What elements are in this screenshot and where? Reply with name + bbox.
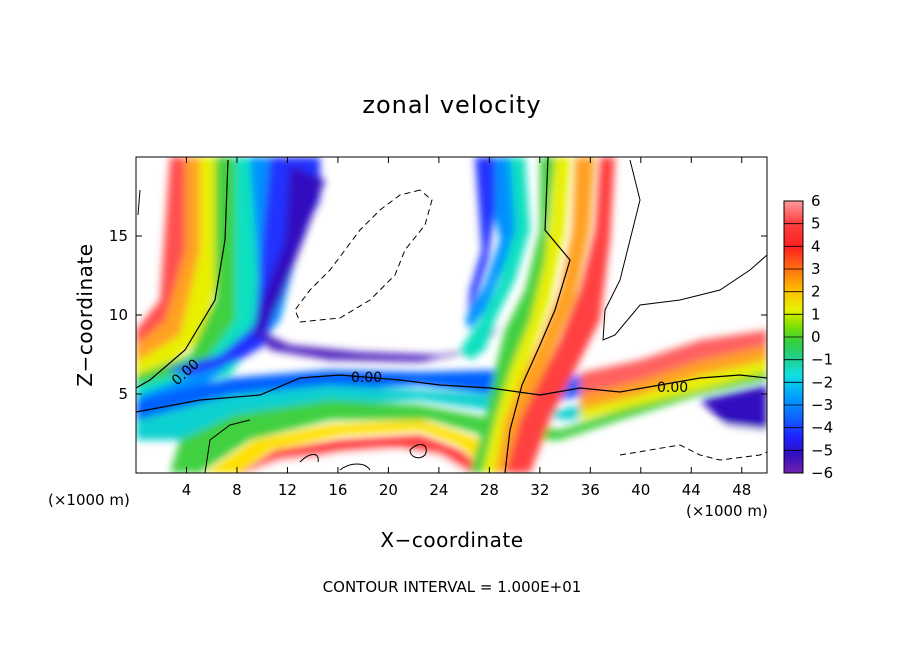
contour-interval-note: CONTOUR INTERVAL = 1.000E+01 [323, 578, 582, 596]
x-axis: 4 8 12 16 20 24 28 32 36 40 44 48 [182, 157, 751, 499]
x-tick-label: 32 [530, 481, 549, 499]
colorbar-label: 1 [811, 305, 821, 323]
colorbar-label: −2 [811, 373, 833, 391]
contour-label: 0.00 [657, 380, 688, 396]
colorbar-label: 4 [811, 237, 821, 255]
x-tick-label: 36 [581, 481, 600, 499]
x-tick-label: 12 [278, 481, 297, 499]
colorbar-label: 3 [811, 260, 821, 278]
colorbar-label: −6 [811, 464, 833, 482]
y-tick-label: 10 [109, 306, 128, 324]
y-tick-label: 15 [109, 227, 128, 245]
x-tick-label: 20 [379, 481, 398, 499]
x-tick-label: 4 [182, 481, 192, 499]
chart-title: zonal velocity [362, 91, 541, 119]
colorbar-label: −4 [811, 419, 833, 437]
x-tick-label: 44 [682, 481, 701, 499]
colorbar-label: 0 [811, 328, 821, 346]
colorbar-label: 2 [811, 283, 821, 301]
colorbar-label: 6 [811, 192, 821, 210]
colorbar-label: −5 [811, 441, 833, 459]
x-tick-label: 24 [429, 481, 448, 499]
colorbar: 6 5 4 3 2 1 0 −1 −2 −3 −4 −5 −6 [783, 192, 833, 482]
x-tick-label: 16 [328, 481, 347, 499]
y-axis-label: Z−coordinate [73, 243, 97, 386]
colorbar-label: −1 [811, 351, 833, 369]
x-units-left: (×1000 m) [48, 491, 130, 509]
x-tick-label: 48 [732, 481, 751, 499]
x-tick-label: 28 [480, 481, 499, 499]
x-tick-label: 40 [631, 481, 650, 499]
y-tick-label: 5 [118, 385, 128, 403]
colorbar-label: −3 [811, 396, 833, 414]
x-units-right: (×1000 m) [686, 502, 768, 520]
contour-label: 0.00 [351, 370, 382, 386]
x-axis-label: X−coordinate [380, 528, 523, 552]
velocity-field [136, 157, 767, 473]
x-tick-label: 8 [232, 481, 242, 499]
colorbar-label: 5 [811, 215, 821, 233]
y-axis: 5 10 15 [109, 227, 767, 403]
